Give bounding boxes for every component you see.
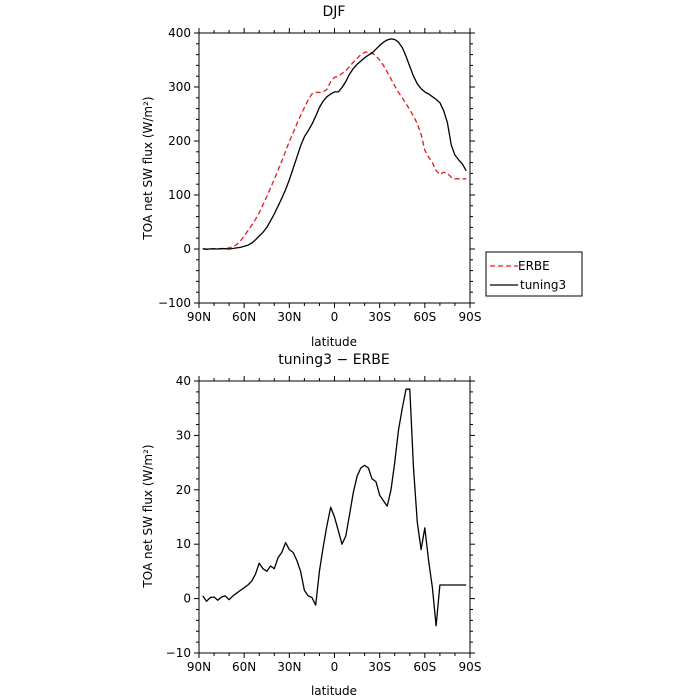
legend-label-tuning3: tuning3 [520, 278, 566, 292]
x-tick-label: 30S [368, 660, 391, 674]
axis-ticks: −10 0 10 20 30 40 90N 60N 30N 0 30S 60S 90S [166, 374, 482, 674]
series-group [202, 388, 467, 627]
x-tick-label: 0 [331, 310, 339, 324]
y-tick-label: 40 [176, 374, 191, 388]
chart-title: tuning3 − ERBE [278, 352, 389, 368]
x-tick-label: 30N [277, 660, 301, 674]
legend: ERBE tuning3 [485, 251, 583, 297]
series-line-tuning3-erbe [202, 388, 467, 627]
x-tick-label: 30S [368, 310, 391, 324]
x-tick-label: 0 [331, 660, 339, 674]
y-tick-label: −10 [166, 646, 191, 660]
y-tick-label: 10 [176, 537, 191, 551]
y-tick-label: 30 [176, 428, 191, 442]
legend-label-erbe: ERBE [518, 259, 550, 273]
top-chart: DJF −100 0 100 200 300 400 90N 60N 30N 0 30S 60S 90S… [141, 4, 583, 349]
x-axis-label: latitude [311, 684, 357, 698]
y-tick-label: 300 [168, 80, 191, 94]
y-tick-label: 200 [168, 134, 191, 148]
y-axis-label: TOA net SW flux (W/m²) [141, 444, 155, 588]
legend-box [485, 251, 583, 297]
series-group [202, 38, 467, 250]
x-tick-label: 60S [413, 310, 436, 324]
y-tick-label: 400 [168, 26, 191, 40]
y-tick-label: 0 [183, 242, 191, 256]
y-tick-label: 100 [168, 188, 191, 202]
x-tick-label: 30N [277, 310, 301, 324]
axis-ticks: −100 0 100 200 300 400 90N 60N 30N 0 30S 60S 90S [158, 26, 481, 324]
y-tick-label: −100 [158, 296, 191, 310]
x-tick-label: 60N [232, 660, 256, 674]
series-line-erbe [202, 51, 467, 250]
x-tick-label: 90N [187, 310, 211, 324]
x-tick-label: 90S [459, 660, 482, 674]
x-tick-label: 90S [459, 310, 482, 324]
chart-title: DJF [323, 4, 346, 20]
y-axis-label: TOA net SW flux (W/m²) [141, 96, 155, 240]
y-tick-label: 20 [176, 483, 191, 497]
x-axis-label: latitude [311, 335, 357, 349]
x-tick-label: 90N [187, 660, 211, 674]
series-line-tuning3 [202, 38, 467, 250]
x-tick-label: 60S [413, 660, 436, 674]
bottom-chart: tuning3 − ERBE −10 0 10 20 30 40 90N 60N 30N 0 30S… [141, 352, 481, 698]
x-tick-label: 60N [232, 310, 256, 324]
plot-frame [198, 32, 471, 304]
y-tick-label: 0 [183, 592, 191, 606]
